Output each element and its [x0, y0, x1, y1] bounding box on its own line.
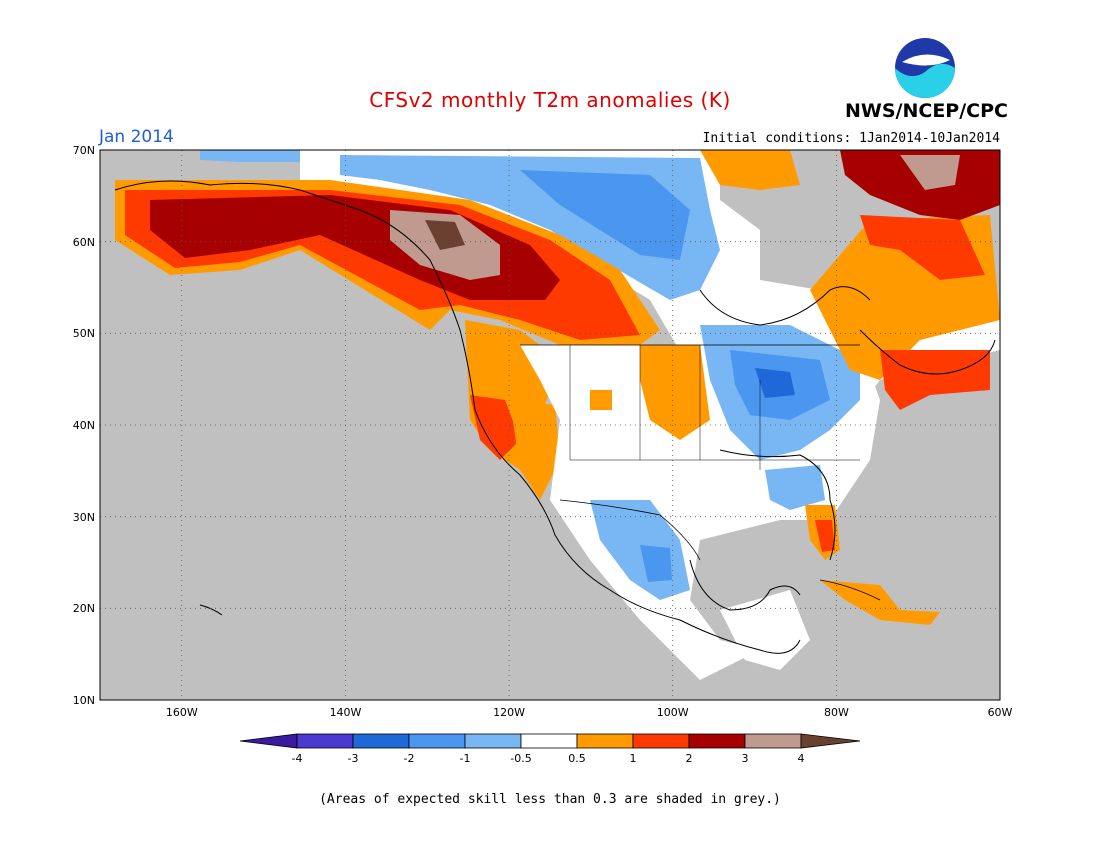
florida-red	[815, 520, 835, 552]
sw-orange	[510, 400, 560, 500]
greenland-orange	[700, 150, 800, 190]
lon-tick-160w: 160W	[166, 706, 198, 719]
map-frame	[99, 149, 1001, 701]
colorbar-swatch	[408, 733, 466, 749]
colorbar-swatch	[296, 733, 354, 749]
colorbar: -4 -3 -2 -1 -0.5 0.5 1 2 3 4	[239, 733, 861, 765]
bc-brown	[425, 220, 465, 250]
colorbar-arrow-high	[800, 733, 861, 749]
caribbean-orange	[820, 580, 940, 625]
colorbar-swatch	[464, 733, 522, 749]
lat-tick-60n: 60N	[73, 236, 95, 249]
colorbar-swatch	[744, 733, 802, 749]
skill-footnote: (Areas of expected skill less than 0.3 a…	[319, 792, 781, 807]
coastlines	[114, 180, 996, 654]
lat-axis: 10N 20N 30N 40N 50N 60N 70N	[73, 144, 95, 707]
colorbar-swatch	[632, 733, 690, 749]
greenland-tan	[900, 155, 960, 190]
pnw-red	[470, 395, 520, 460]
map-title: CFSv2 monthly T2m anomalies (K)	[369, 88, 731, 112]
lat-tick-30n: 30N	[73, 511, 95, 524]
colorbar-arrow-low	[239, 733, 298, 749]
initial-conditions-label: Initial conditions: 1Jan2014-10Jan2014	[702, 131, 1000, 146]
colorbar-label: 3	[742, 752, 749, 765]
greatlakes-blue-core	[755, 368, 795, 398]
colorbar-swatch	[520, 733, 578, 749]
colorbar-label: 0.5	[568, 752, 586, 765]
month-label: Jan 2014	[99, 127, 174, 147]
labrador-red	[860, 215, 985, 280]
lat-tick-10n: 10N	[73, 694, 95, 707]
agency-label: NWS/NCEP/CPC	[845, 100, 1008, 122]
lon-tick-140w: 140W	[330, 706, 362, 719]
colorbar-swatch	[688, 733, 746, 749]
noaa-logo-icon: NOAA	[895, 38, 955, 98]
greenland-darkred	[840, 150, 1000, 220]
lon-axis: 160W 140W 120W 100W 80W 60W	[166, 706, 1013, 719]
central-america-white	[720, 590, 810, 670]
colorbar-label: 1	[630, 752, 637, 765]
lon-tick-120w: 120W	[493, 706, 525, 719]
colorbar-label: -1	[460, 752, 471, 765]
colorbar-label: -4	[292, 752, 303, 765]
plains-orange	[640, 345, 710, 440]
lat-tick-40n: 40N	[73, 419, 95, 432]
colorbar-label: 2	[686, 752, 693, 765]
gridlines	[100, 150, 1000, 700]
noaa-logo-text: NOAA	[911, 57, 940, 67]
lon-tick-80w: 80W	[824, 706, 849, 719]
colorbar-label: -2	[404, 752, 415, 765]
colorbar-label: -0.5	[510, 752, 531, 765]
colorbar-label: 4	[798, 752, 805, 765]
lat-tick-20n: 20N	[73, 602, 95, 615]
southeast-blue	[765, 465, 825, 510]
lat-tick-50n: 50N	[73, 327, 95, 340]
lon-tick-60w: 60W	[988, 706, 1013, 719]
atlantic-red	[880, 350, 990, 410]
colorbar-label: -3	[348, 752, 359, 765]
lon-tick-100w: 100W	[657, 706, 689, 719]
arctic-islands-blue	[200, 150, 300, 162]
mexico-blue-core	[640, 545, 672, 582]
lat-tick-70n: 70N	[73, 144, 95, 157]
hudson-blue-core	[520, 170, 690, 260]
rockies-orange-dot	[590, 390, 612, 410]
anomaly-shading	[115, 150, 1000, 680]
colorbar-swatch	[352, 733, 410, 749]
colorbar-swatch	[576, 733, 634, 749]
